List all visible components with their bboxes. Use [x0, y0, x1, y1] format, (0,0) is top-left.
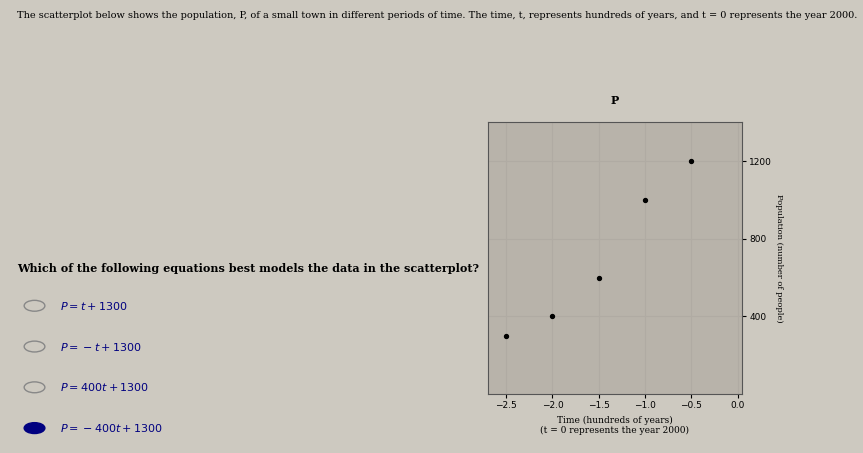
Y-axis label: Population (number of people): Population (number of people) [775, 194, 783, 323]
Text: Which of the following equations best models the data in the scatterplot?: Which of the following equations best mo… [17, 263, 479, 274]
X-axis label: Time (hundreds of years)
(t = 0 represents the year 2000): Time (hundreds of years) (t = 0 represen… [540, 415, 690, 435]
Text: The scatterplot below shows the population, P, of a small town in different peri: The scatterplot below shows the populati… [17, 11, 858, 20]
Text: $P=-400t+1300$: $P=-400t+1300$ [60, 422, 163, 434]
Point [545, 313, 559, 320]
Text: $P=-t+1300$: $P=-t+1300$ [60, 341, 142, 352]
Point [499, 332, 513, 339]
Text: P: P [611, 95, 619, 106]
Text: $P=400t+1300$: $P=400t+1300$ [60, 381, 149, 393]
Point [592, 274, 606, 281]
Point [684, 158, 698, 165]
Point [638, 196, 652, 203]
Text: $P=t+1300$: $P=t+1300$ [60, 300, 129, 312]
